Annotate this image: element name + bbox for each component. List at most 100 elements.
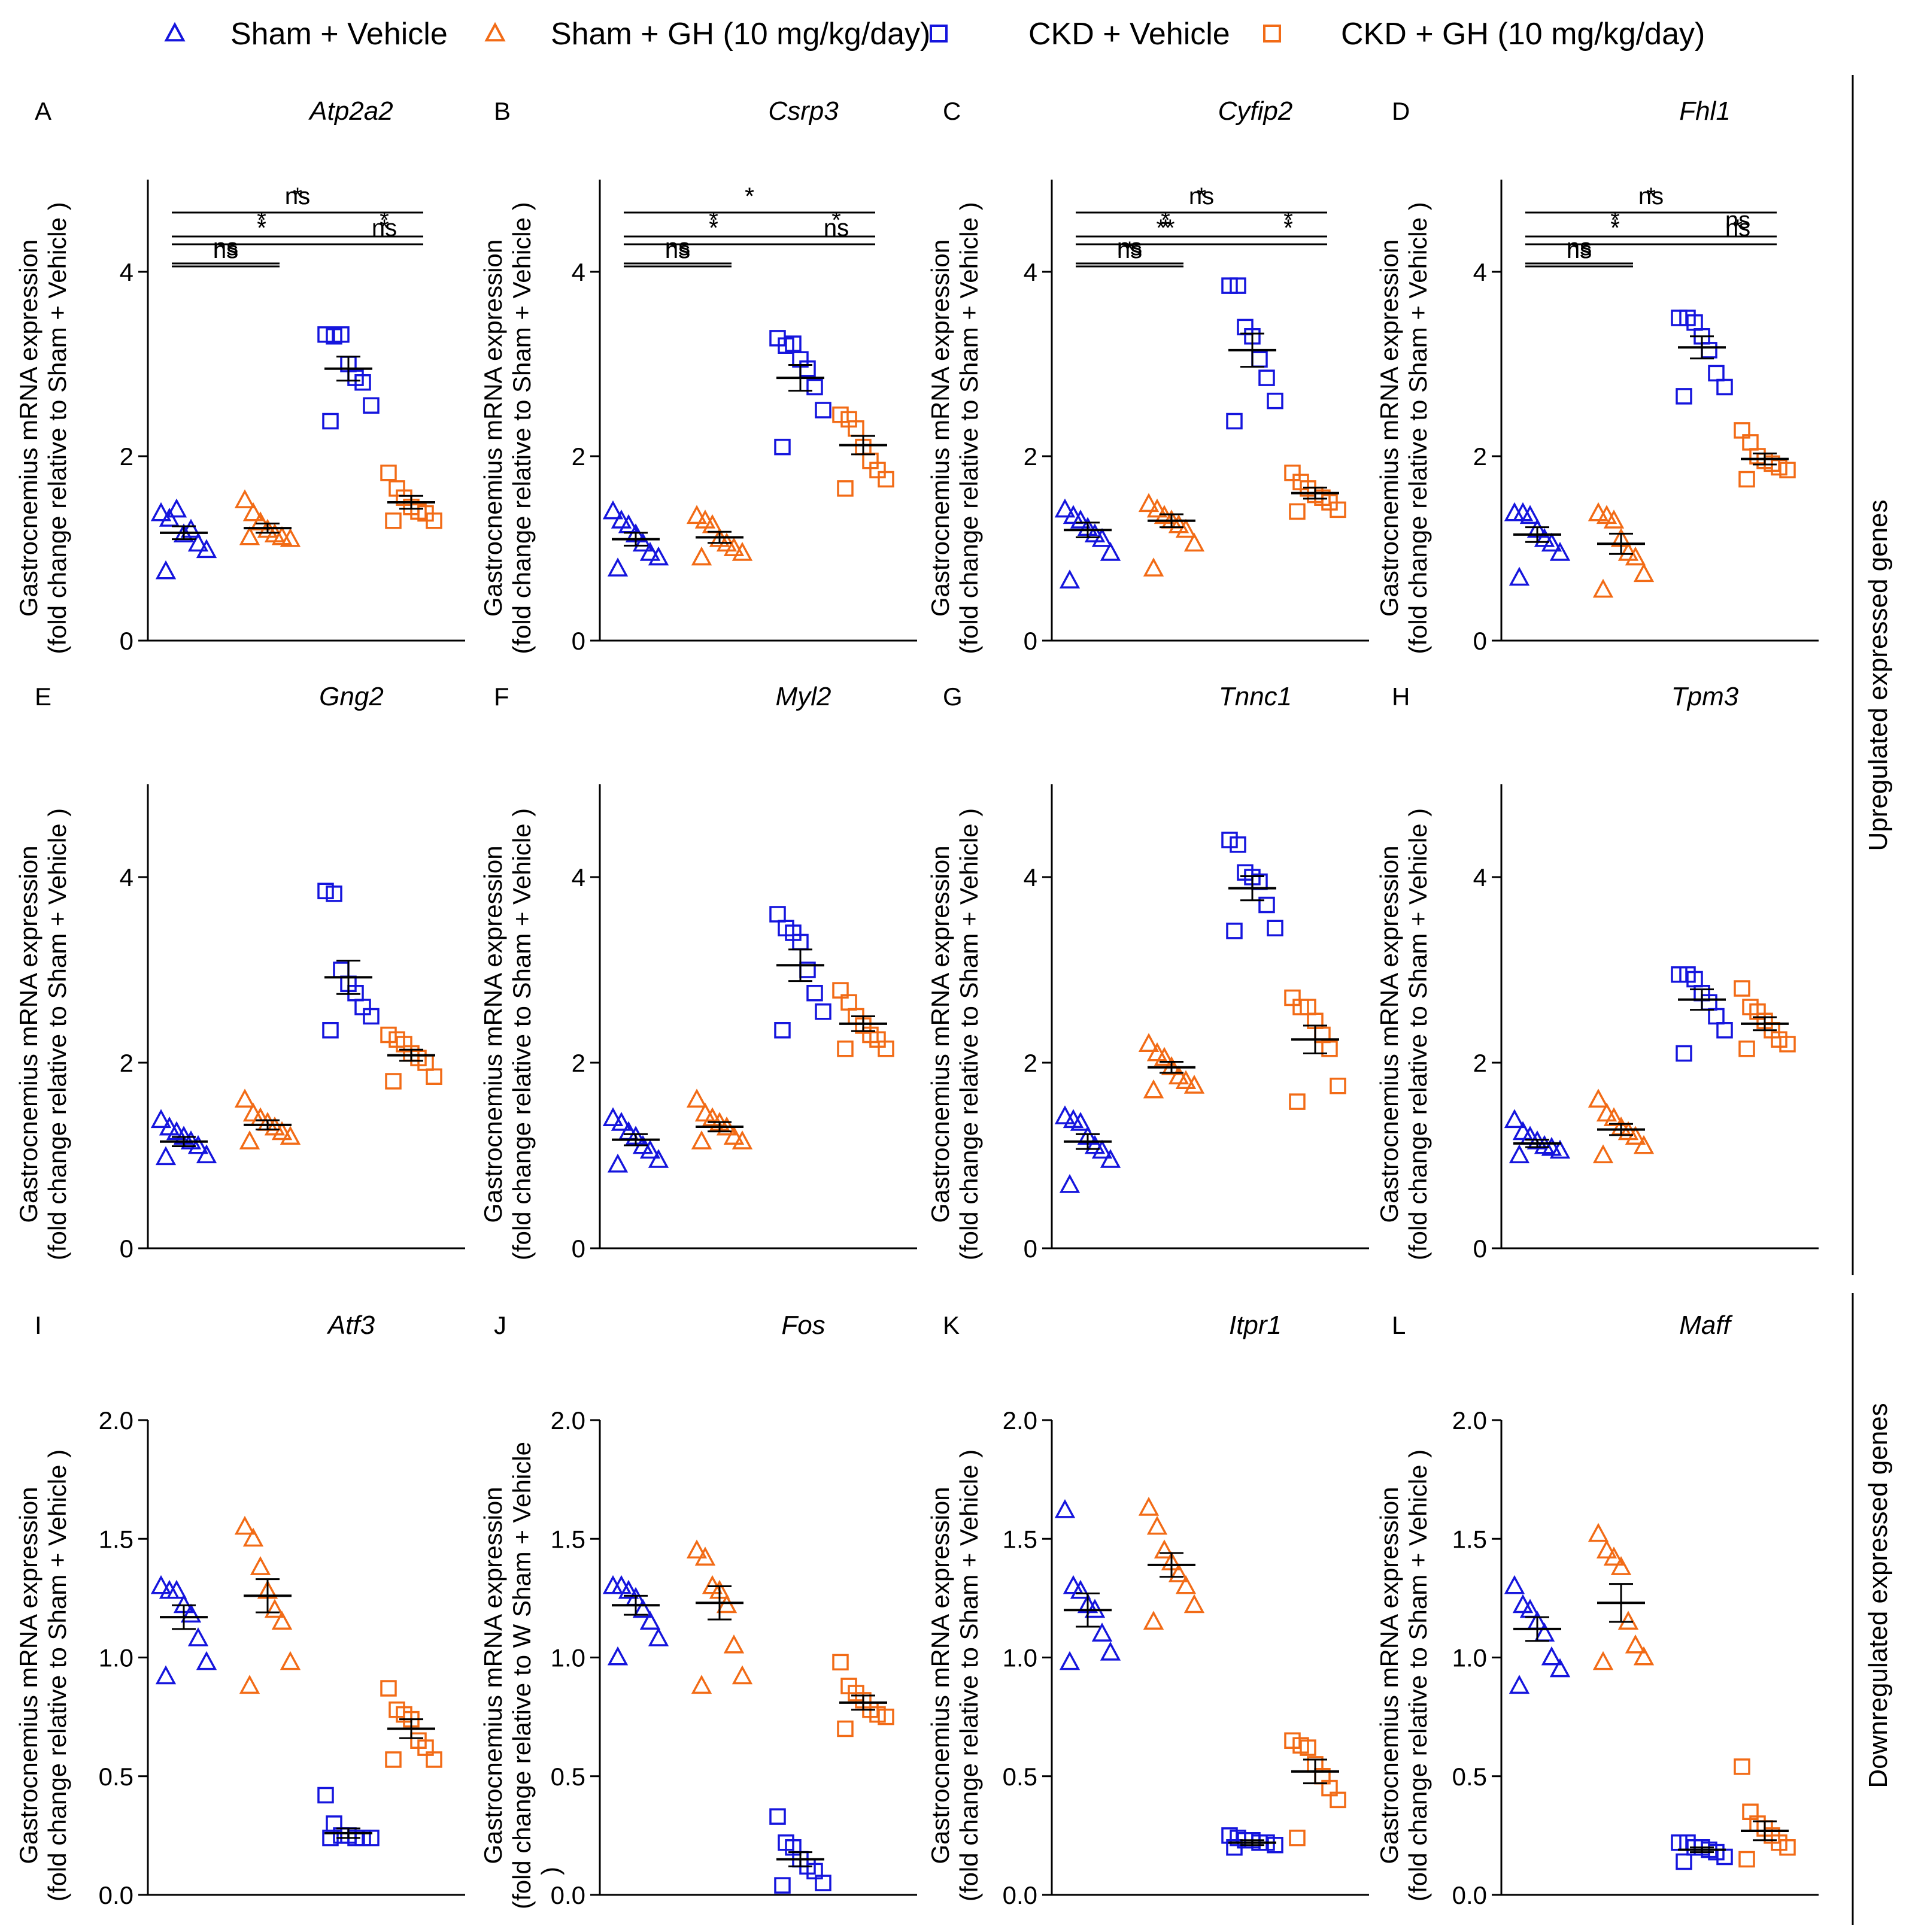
significance-label: *: [745, 183, 754, 210]
data-point: [354, 374, 371, 391]
gene-title: Tpm3: [1671, 682, 1739, 711]
data-point: [271, 1121, 293, 1141]
data-point: [187, 1135, 209, 1154]
data-point: [1289, 503, 1306, 520]
data-point: [1183, 1075, 1205, 1094]
panel-letter: F: [494, 683, 509, 711]
data-point: [166, 1579, 187, 1599]
y-axis-title: Gastrocnemius mRNA expression: [926, 845, 954, 1223]
panel-letter: C: [943, 97, 961, 125]
gene-title: Myl2: [776, 682, 831, 711]
data-point: [1221, 832, 1238, 848]
data-point: [1588, 1088, 1609, 1108]
y-axis-title-line2: (fold change relative to Sham + Vehicle …: [43, 808, 71, 1260]
y-tick-label: 0.5: [1452, 1763, 1487, 1791]
panel-c: C Cyfip2 Gastrocnemius mRNA expression (fol…: [926, 96, 1369, 655]
panel-letter: D: [1392, 97, 1410, 125]
data-point: [639, 542, 661, 561]
data-point: [1230, 277, 1246, 294]
data-point: [691, 546, 712, 566]
data-point: [180, 518, 202, 538]
data-point: [1549, 1139, 1571, 1159]
data-point: [1734, 422, 1750, 439]
data-point: [686, 505, 708, 524]
y-tick-label: 4: [572, 863, 585, 891]
data-point: [1143, 1079, 1164, 1099]
y-tick-label: 0: [1024, 1235, 1037, 1263]
data-point: [242, 502, 264, 521]
data-point: [1258, 369, 1275, 386]
significance-label: ns: [1567, 234, 1592, 260]
data-point: [1054, 1499, 1076, 1518]
panel-letter: K: [943, 1311, 960, 1339]
data-point: [385, 1073, 402, 1090]
significance-label: *: [1283, 207, 1293, 233]
data-point: [1330, 1791, 1346, 1809]
significance-label: *: [1197, 183, 1206, 210]
data-point: [792, 351, 809, 368]
data-point: [878, 1708, 894, 1725]
significance-label: *: [1161, 207, 1170, 233]
y-tick-label: 2.0: [1452, 1406, 1487, 1434]
data-point: [1175, 1070, 1197, 1089]
data-point: [1330, 501, 1346, 518]
legend-marker-triangle-orange-icon: [484, 22, 506, 42]
data-point: [196, 539, 217, 559]
y-tick-label: 0.5: [99, 1763, 133, 1791]
data-point: [1258, 896, 1275, 914]
downregulated-label: Downregulated expressed genes: [1864, 1403, 1893, 1788]
data-point: [837, 1041, 854, 1057]
data-point: [1230, 836, 1246, 853]
data-point: [426, 1068, 442, 1085]
significance-label: *: [257, 215, 266, 241]
gene-title: Fos: [781, 1311, 825, 1340]
data-point: [363, 1008, 380, 1025]
y-tick-label: 4: [1024, 863, 1037, 891]
legend-item-sham-vehicle: Sham + Vehicle: [164, 17, 448, 51]
data-point: [1671, 966, 1688, 983]
data-point: [159, 508, 180, 527]
data-point: [417, 505, 434, 522]
data-point: [1512, 1594, 1534, 1613]
significance-label: ns: [1117, 237, 1142, 263]
legend: Sham + Vehicle Sham + GH (10 mg/kg/day) …: [164, 17, 1705, 51]
y-tick-label: 2: [1473, 1049, 1487, 1077]
data-point: [785, 335, 802, 352]
y-axis-title: Gastrocnemius mRNA expression: [479, 845, 507, 1223]
data-point: [832, 982, 849, 999]
data-point: [1742, 1803, 1759, 1820]
data-point: [1138, 1033, 1160, 1052]
data-point: [1779, 1036, 1796, 1053]
significance-label: ns: [1638, 183, 1664, 210]
data-point: [1509, 566, 1530, 586]
panel-letter: A: [35, 97, 51, 125]
y-axis-title-line2: (fold change relative to Sham + Vehicle …: [43, 1449, 71, 1901]
data-point: [723, 537, 745, 556]
gene-title: Maff: [1679, 1311, 1733, 1340]
significance-label: *: [1733, 215, 1743, 241]
data-point: [155, 1665, 177, 1685]
data-point: [322, 1022, 339, 1039]
data-point: [832, 406, 849, 423]
data-point: [1716, 378, 1733, 396]
data-point: [280, 1651, 301, 1670]
data-point: [410, 1732, 427, 1749]
data-point: [1603, 1546, 1625, 1566]
data-point: [234, 1515, 256, 1535]
significance-label: ns: [213, 237, 238, 263]
data-point: [426, 1751, 442, 1768]
data-point: [607, 1153, 629, 1173]
data-point: [1154, 1047, 1175, 1066]
data-point: [250, 511, 271, 530]
y-tick-label: 0: [1473, 1235, 1487, 1263]
y-tick-label: 2: [1473, 442, 1487, 471]
significance-label: *: [1610, 215, 1620, 241]
legend-label: CKD + GH (10 mg/kg/day): [1341, 17, 1705, 51]
y-axis-title: Gastrocnemius mRNA expression: [1375, 1487, 1403, 1864]
data-point: [1226, 1839, 1243, 1856]
data-point: [618, 1579, 639, 1599]
